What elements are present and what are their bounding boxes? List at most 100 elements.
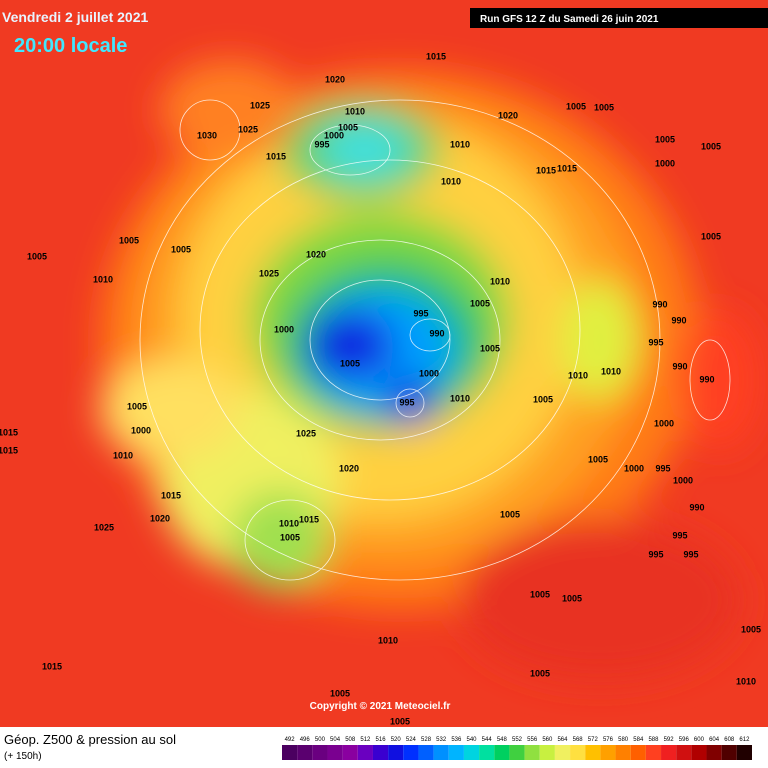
isobar-label: 1015 [536,165,556,175]
scale-swatch [327,745,343,760]
isobar-label: 1020 [306,249,326,259]
isobar-label: 1005 [390,716,410,726]
scale-label: 608 [724,737,735,743]
scale-label: 568 [573,737,584,743]
isobar-label: 995 [672,530,687,540]
isobar-label: 1005 [171,244,191,254]
scale-label: 540 [467,737,478,743]
isobar-label: 1030 [197,130,217,140]
scale-swatch [494,745,510,760]
isobar-label: 1000 [624,463,644,473]
isobar-label: 1015 [557,163,577,173]
scale-swatch [312,745,328,760]
isobar-label: 1005 [588,454,608,464]
isobar-label: 995 [399,397,414,407]
scale-swatch [736,745,752,760]
isobar-label: 1000 [274,324,294,334]
isobar-label: 1005 [338,122,358,132]
scale-swatch [691,745,707,760]
isobar-label: 1010 [378,635,398,645]
isobar-label: 1000 [655,158,675,168]
scale-swatch [282,745,298,760]
scale-label: 512 [360,737,371,743]
scale-swatch [539,745,555,760]
scale-swatch [463,745,480,760]
isobar-label: 1005 [594,102,614,112]
scale-swatch [342,745,358,760]
isobar-label: 1005 [470,298,490,308]
isobar-label: 1015 [161,490,181,500]
scale-label: 604 [709,737,720,743]
geopotential-field [0,0,768,727]
scale-swatch [448,745,464,760]
isobar-label: 1010 [568,370,588,380]
isobar-label: 1000 [654,418,674,428]
scale-label: 576 [603,737,614,743]
scale-label: 504 [330,737,341,743]
scale-swatch [372,745,389,760]
isobar-label: 1005 [530,668,550,678]
scale-swatch [570,745,586,760]
isobar-label: 1020 [150,513,170,523]
scale-label: 592 [664,737,675,743]
scale-swatch [357,745,373,760]
isobar-label: 1015 [266,151,286,161]
run-box [470,8,768,28]
scale-label: 584 [633,737,644,743]
isobar-label: 1005 [741,624,761,634]
isobar-label: 1015 [299,514,319,524]
isobar-label: 990 [689,502,704,512]
isobar-label: 1025 [259,268,279,278]
isobar-label: 990 [671,315,686,325]
scale-label: 552 [512,737,523,743]
valid-time: 20:00 locale [14,35,127,57]
scale-swatch [706,745,722,760]
scale-swatch [509,745,525,760]
isobar-label: 1020 [325,74,345,84]
scale-swatch [297,745,313,760]
scale-label: 572 [588,737,599,743]
isobar-label: 1015 [0,427,18,437]
scale-label: 532 [436,737,447,743]
isobar-label: 1000 [673,475,693,485]
scale-swatch [600,745,616,760]
color-scale: 492 496 500 504 508 512 516 520 524 528 532 536 540 5… [282,737,752,760]
scale-label: 564 [557,737,568,743]
scale-label: 588 [648,737,659,743]
scale-label: 556 [527,737,538,743]
isobar-label: 1025 [94,522,114,532]
isobar-label: 990 [652,299,667,309]
isobar-label: 995 [683,549,698,559]
scale-swatch [554,745,571,760]
isobar-label: 1005 [127,401,147,411]
isobar-label: 1020 [339,463,359,473]
isobar-label: 1025 [250,100,270,110]
isobar-label: 1005 [701,231,721,241]
scale-label: 500 [315,737,326,743]
scale-swatch [721,745,737,760]
footer-title: Géop. Z500 & pression au sol [4,732,176,747]
isobar-label: 1005 [562,593,582,603]
isobar-label: 1005 [533,394,553,404]
scale-label: 560 [542,737,553,743]
isobar-label: 1005 [530,589,550,599]
scale-swatch [630,745,646,760]
isobar-label: 1005 [566,101,586,111]
isobar-label: 1005 [27,251,47,261]
isobar-label: 1000 [419,368,439,378]
scale-swatch [479,745,495,760]
scale-swatch [676,745,692,760]
isobar-label: 1010 [93,274,113,284]
isobar-label: 1005 [119,235,139,245]
isobar-label: 995 [413,308,428,318]
scale-label: 612 [739,737,750,743]
isobar-label: 1010 [345,106,365,116]
isobar-label: 1000 [131,425,151,435]
scale-swatch [645,745,662,760]
isobar-label: 1010 [113,450,133,460]
isobar-label: 1010 [601,366,621,376]
scale-label: 508 [345,737,356,743]
isobar-labels: 1015102010251030102510101005100099510151… [0,51,761,726]
isobar-label: 990 [672,361,687,371]
